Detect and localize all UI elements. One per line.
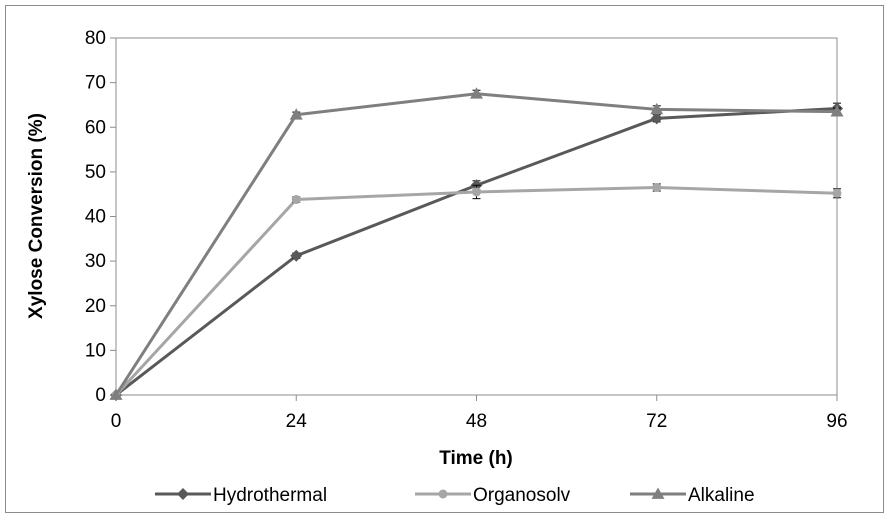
legend-swatch-marker [177,488,189,500]
data-point [652,182,662,192]
series-line [115,107,838,397]
series-hydrothermal [110,102,843,401]
series-line [114,185,838,397]
x-axis-title: Time (h) [439,448,513,469]
legend-item-alkaline: Alkaline [630,485,755,506]
y-tick-label: 60 [85,117,106,138]
legend-label: Hydrothermal [213,485,327,506]
legend-swatch-marker [651,487,665,499]
data-point [109,388,123,400]
data-point [650,112,663,125]
data-point [470,87,483,99]
legend: Hydrothermal Organosolv Alkaline [155,485,755,506]
data-point [291,195,301,205]
legend-label: Organosolv [473,485,571,506]
series-alkaline [109,87,844,400]
legend-item-hydrothermal: Hydrothermal [155,485,327,506]
legend-item-organosolv: Organosolv [415,485,571,506]
x-tick-label: 24 [286,411,308,432]
y-tick-label: 80 [85,28,106,49]
data-point [472,187,481,197]
legend-swatch-marker [438,489,448,499]
y-tick-label: 0 [95,385,106,406]
x-tick-label: 72 [646,411,667,432]
legend-label: Alkaline [688,485,755,506]
y-tick-label: 10 [85,340,106,361]
x-tick-label: 96 [826,411,847,432]
data-point [830,105,844,117]
x-tick-label: 0 [111,411,122,432]
y-axis-title: Xylose Conversion (%) [26,113,47,319]
data-point [832,188,842,198]
y-tick-label: 20 [85,296,106,317]
x-tick-label: 48 [466,411,487,432]
chart-frame [5,5,884,513]
series-line [114,92,838,396]
y-tick-label: 30 [85,251,106,272]
axes: 0 10 20 30 40 50 60 70 80 0 24 48 72 96 [85,28,848,432]
data-point [290,249,303,262]
y-tick-label: 70 [85,73,106,94]
y-tick-label: 40 [85,207,106,228]
series-layer [109,87,844,401]
data-point [289,108,303,120]
data-point [650,102,664,115]
series-organosolv [111,182,842,400]
y-tick-label: 50 [85,162,106,183]
